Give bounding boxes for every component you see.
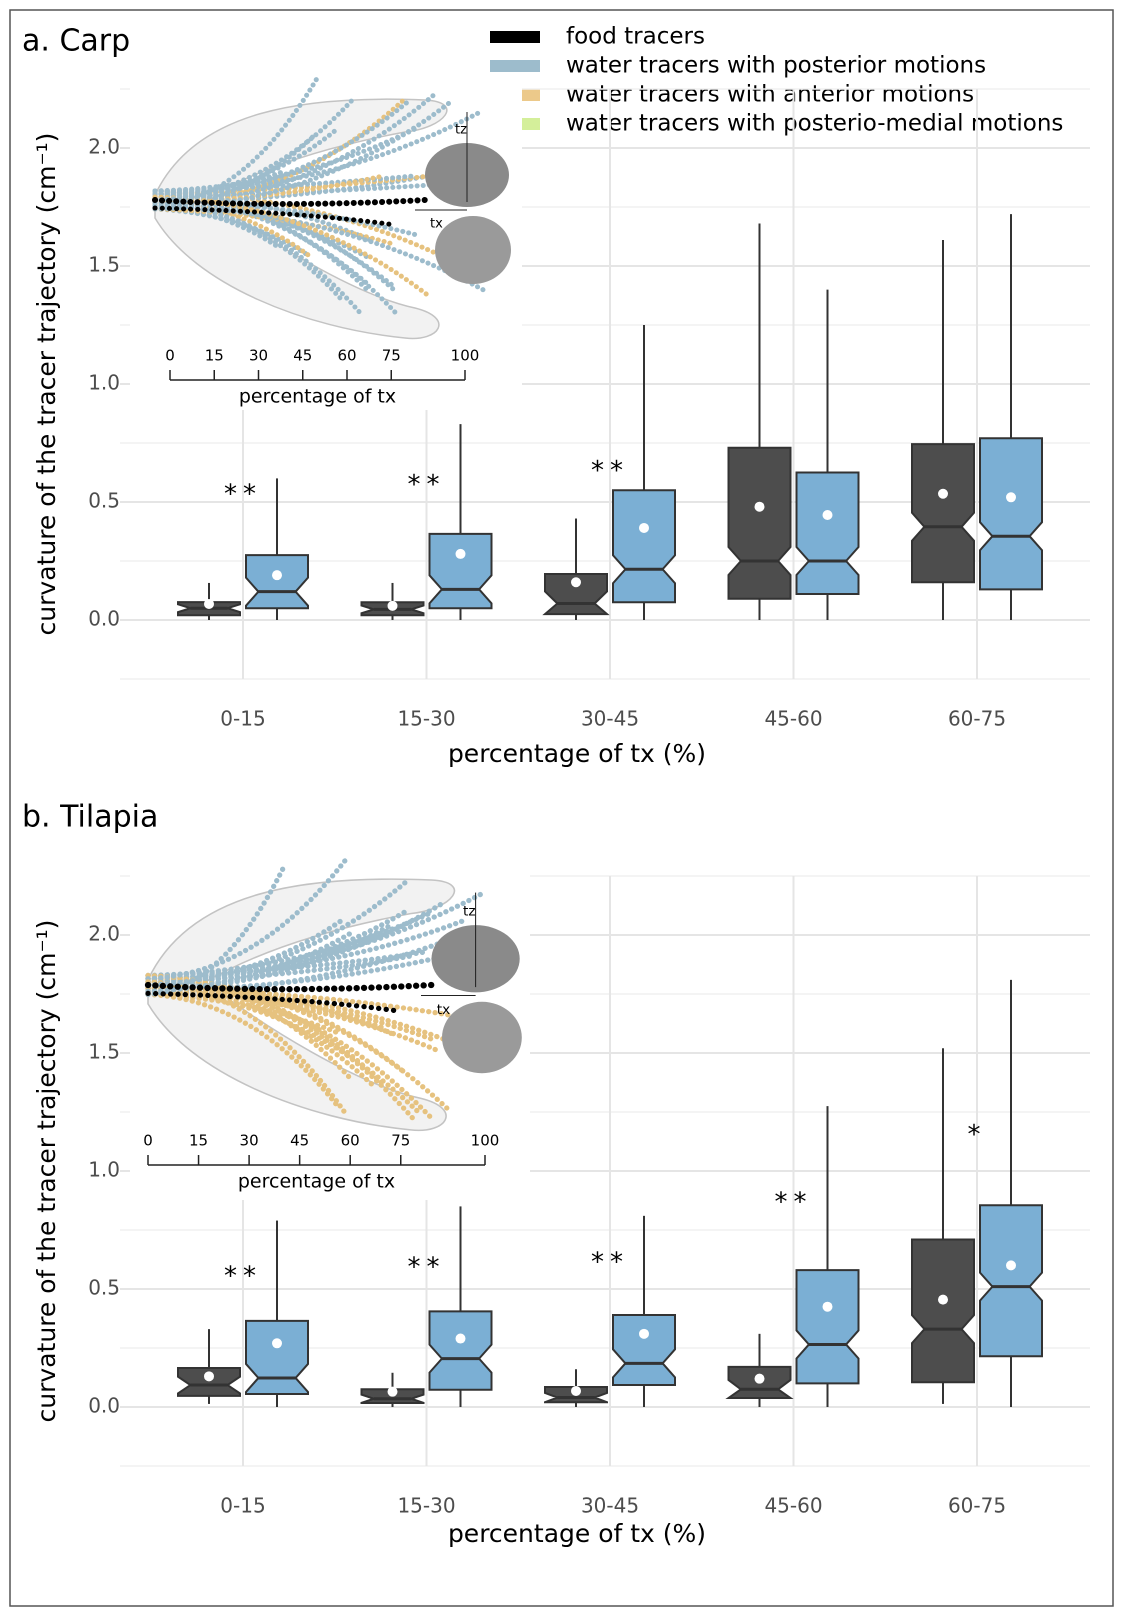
legend-label: food tracers xyxy=(566,24,705,50)
box xyxy=(980,438,1042,589)
inset-tick-label: 30 xyxy=(240,1132,259,1150)
y-axis-title: curvature of the tracer trajectory (cm⁻¹… xyxy=(32,920,61,1423)
y-tick-label: 0.5 xyxy=(88,489,120,513)
significance-label: ** xyxy=(224,1262,262,1292)
y-tick-label: 0.0 xyxy=(88,607,120,631)
inset-tick-label: 75 xyxy=(391,1132,410,1150)
y-tick-label: 1.5 xyxy=(88,1040,120,1064)
y-tick-label: 1.5 xyxy=(88,253,120,277)
mean-point xyxy=(388,1387,398,1397)
mean-point xyxy=(938,489,948,499)
inset-tz-label: tz xyxy=(455,123,467,138)
inset-axis-title: percentage of tx xyxy=(239,386,396,408)
x-axis-title: percentage of tx (%) xyxy=(448,739,706,768)
inset-tick-label: 75 xyxy=(382,347,401,365)
inset-tick-label: 60 xyxy=(341,1132,360,1150)
inset-tick-label: 100 xyxy=(471,1132,500,1150)
x-tick-label: 0-15 xyxy=(220,707,265,731)
y-tick-label: 0.0 xyxy=(88,1394,120,1418)
significance-label: ** xyxy=(224,479,262,509)
box xyxy=(430,534,492,608)
x-tick-label: 15-30 xyxy=(397,1494,455,1518)
inset-tick-label: 60 xyxy=(337,347,356,365)
x-tick-label: 15-30 xyxy=(397,707,455,731)
significance-label: ** xyxy=(775,1187,813,1217)
inset-tick-label: 0 xyxy=(143,1132,153,1150)
inset-tick-label: 100 xyxy=(451,347,480,365)
inset-tick-label: 45 xyxy=(293,347,312,365)
y-tick-label: 1.0 xyxy=(88,1158,120,1182)
inset-tx-label: tx xyxy=(437,1002,450,1018)
x-tick-label: 60-75 xyxy=(948,1494,1006,1518)
mean-point xyxy=(456,1334,466,1344)
mean-point xyxy=(204,1371,214,1381)
legend-label: water tracers with posterio-medial motio… xyxy=(566,111,1063,137)
mean-point xyxy=(204,599,214,609)
inset-tick-label: 45 xyxy=(290,1132,309,1150)
box xyxy=(613,1315,675,1385)
inset-tx-label: tx xyxy=(430,217,443,232)
mean-point xyxy=(938,1295,948,1305)
box xyxy=(980,1205,1042,1356)
box xyxy=(912,1239,974,1382)
mean-point xyxy=(823,1302,833,1312)
x-tick-label: 45-60 xyxy=(764,1494,822,1518)
mean-point xyxy=(272,570,282,580)
fish-head xyxy=(435,216,511,284)
inset-tick-label: 15 xyxy=(205,347,224,365)
fish-head xyxy=(442,1002,522,1073)
page: food tracers water tracers with posterior… xyxy=(0,0,1123,1620)
box xyxy=(246,1321,308,1394)
box xyxy=(797,473,859,595)
legend-label: water tracers with anterior motions xyxy=(566,82,974,108)
x-tick-label: 60-75 xyxy=(948,707,1006,731)
inset-tick-label: 15 xyxy=(189,1132,208,1150)
mean-point xyxy=(456,549,466,559)
box xyxy=(797,1270,859,1383)
mean-point xyxy=(571,1386,581,1396)
inset-tick-label: 30 xyxy=(249,347,268,365)
significance-label: ** xyxy=(591,1248,629,1278)
mean-point xyxy=(272,1338,282,1348)
box xyxy=(246,555,308,608)
mean-point xyxy=(755,502,765,512)
mean-point xyxy=(755,1374,765,1384)
panel-title: b. Tilapia xyxy=(22,800,158,835)
x-axis-title: percentage of tx (%) xyxy=(448,1519,706,1548)
box xyxy=(613,490,675,602)
x-tick-label: 30-45 xyxy=(581,707,639,731)
mean-point xyxy=(571,577,581,587)
y-axis-title: curvature of the tracer trajectory (cm⁻¹… xyxy=(32,133,61,636)
significance-label: ** xyxy=(408,470,446,500)
y-tick-label: 0.5 xyxy=(88,1276,120,1300)
mean-point xyxy=(639,523,649,533)
inset-axis-title: percentage of tx xyxy=(238,1171,395,1193)
mean-point xyxy=(1006,1260,1016,1270)
inset-tick-label: 0 xyxy=(165,347,175,365)
legend-swatch xyxy=(490,31,540,43)
significance-label: ** xyxy=(591,456,629,486)
significance-label: * xyxy=(968,1120,987,1150)
legend-swatch xyxy=(490,60,540,72)
significance-label: ** xyxy=(408,1252,446,1282)
y-tick-label: 1.0 xyxy=(88,371,120,395)
box xyxy=(912,444,974,582)
x-tick-label: 45-60 xyxy=(764,707,822,731)
mean-point xyxy=(823,510,833,520)
mean-point xyxy=(1006,492,1016,502)
y-tick-label: 2.0 xyxy=(88,135,120,159)
box xyxy=(430,1311,492,1389)
mean-point xyxy=(388,601,398,611)
panel-title: a. Carp xyxy=(22,24,130,59)
y-tick-label: 2.0 xyxy=(88,922,120,946)
inset-tz-label: tz xyxy=(463,904,476,920)
mean-point xyxy=(639,1329,649,1339)
legend-label: water tracers with posterior motions xyxy=(566,53,986,79)
x-tick-label: 0-15 xyxy=(220,1494,265,1518)
figure: food tracers water tracers with posterior… xyxy=(0,0,1123,1616)
x-tick-label: 30-45 xyxy=(581,1494,639,1518)
box xyxy=(729,448,791,599)
